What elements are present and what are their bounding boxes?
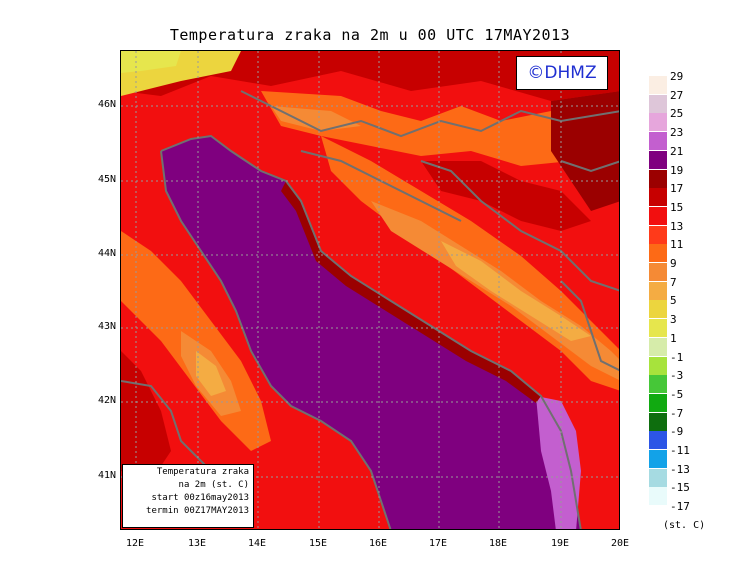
legend-swatch xyxy=(649,150,667,169)
north-warm-band xyxy=(121,51,619,101)
legend-unit: (st. C) xyxy=(663,520,706,531)
lon-tick-14e: 14E xyxy=(247,538,267,549)
lon-tick-18e: 18E xyxy=(488,538,508,549)
legend-swatch xyxy=(649,393,667,412)
legend-swatch xyxy=(649,225,667,244)
legend-swatch xyxy=(649,94,667,113)
legend-swatch xyxy=(649,188,667,207)
lat-tick-44n: 44N xyxy=(97,248,116,259)
info-line-start: start 00z16may2013 xyxy=(151,493,249,503)
legend-label: 17 xyxy=(670,182,684,196)
legend-label: -5 xyxy=(670,387,684,401)
legend-label: 23 xyxy=(670,126,684,140)
legend-swatch xyxy=(649,113,667,132)
legend-swatch xyxy=(649,300,667,319)
legend-swatch xyxy=(649,412,667,431)
graticule-lines xyxy=(121,51,619,529)
legend-swatch xyxy=(649,487,667,506)
dhmz-copyright-badge: ©DHMZ xyxy=(516,56,608,90)
info-line-end: termin 00Z17MAY2013 xyxy=(146,506,249,516)
lon-tick-13e: 13E xyxy=(187,538,207,549)
lat-tick-45n: 45N xyxy=(97,174,116,185)
legend-swatch xyxy=(649,206,667,225)
legend-label: 13 xyxy=(670,219,684,233)
lon-tick-16e: 16E xyxy=(368,538,388,549)
legend-swatch xyxy=(649,263,667,281)
legend-label: -13 xyxy=(670,462,690,476)
legend-label: -3 xyxy=(670,369,684,383)
legend-swatch xyxy=(649,244,667,263)
legend-swatch xyxy=(649,356,667,375)
lon-tick-20e: 20E xyxy=(610,538,630,549)
legend-label: 7 xyxy=(670,275,677,289)
legend-label: 29 xyxy=(670,70,684,83)
legend-label: -17 xyxy=(670,500,690,514)
coastal-pink-strip xyxy=(536,396,581,529)
legend-swatch xyxy=(649,450,667,468)
legend-label: 25 xyxy=(670,107,684,121)
legend-swatch xyxy=(649,431,667,450)
legend-label: -7 xyxy=(670,406,684,420)
legend-swatch xyxy=(649,337,667,356)
legend-swatch xyxy=(649,468,667,487)
adriatic-sea xyxy=(161,136,581,529)
legend-label: -9 xyxy=(670,425,684,439)
legend-label: 21 xyxy=(670,144,684,158)
info-line-title: Temperatura zraka xyxy=(156,467,249,477)
map-canvas xyxy=(121,51,619,529)
lon-tick-12e: 12E xyxy=(125,538,145,549)
legend-label: -1 xyxy=(670,350,684,364)
legend-label: 19 xyxy=(670,163,684,177)
northern-orange-band xyxy=(261,91,619,171)
lat-tick-42n: 42N xyxy=(97,395,116,406)
lat-tick-41n: 41N xyxy=(97,470,116,481)
legend-label: 9 xyxy=(670,257,677,270)
legend-label: 1 xyxy=(670,331,677,345)
legend-label: -15 xyxy=(670,481,690,495)
temperature-map xyxy=(120,50,620,530)
legend-swatch xyxy=(649,76,667,94)
legend-swatch xyxy=(649,132,667,151)
legend-label: 15 xyxy=(670,200,684,214)
lon-tick-17e: 17E xyxy=(428,538,448,549)
legend-label: 3 xyxy=(670,313,677,327)
legend-swatch xyxy=(649,319,667,338)
info-line-unit: na 2m (st. C) xyxy=(178,480,249,490)
legend-label: 11 xyxy=(670,238,684,252)
legend-swatch xyxy=(649,281,667,300)
legend-label: 5 xyxy=(670,294,677,308)
legend-label: -11 xyxy=(670,444,690,457)
lat-tick-43n: 43N xyxy=(97,321,116,332)
map-title: Temperatura zraka na 2m u 00 UTC 17MAY20… xyxy=(169,26,571,44)
legend-swatch xyxy=(649,169,667,188)
info-box: Temperatura zraka na 2m (st. C) start 00… xyxy=(122,464,254,528)
legend-swatch xyxy=(649,375,667,394)
legend-label: 27 xyxy=(670,88,684,102)
lat-tick-46n: 46N xyxy=(97,99,116,110)
lon-tick-19e: 19E xyxy=(550,538,570,549)
lon-tick-15e: 15E xyxy=(308,538,328,549)
